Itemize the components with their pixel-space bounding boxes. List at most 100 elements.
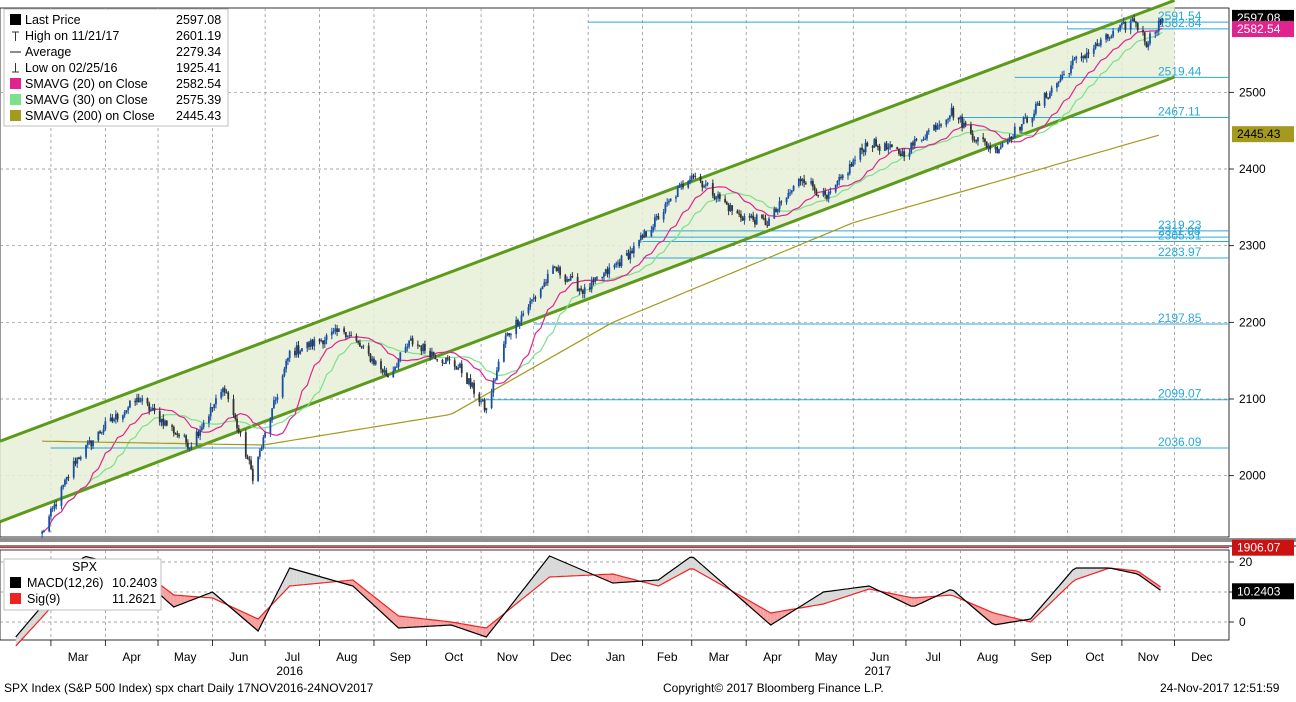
candle-body	[639, 235, 642, 241]
fib-label: 2305.51	[1158, 228, 1202, 242]
candle-body	[750, 215, 753, 218]
candle-body	[1038, 103, 1041, 106]
candle-body	[632, 246, 635, 254]
legend-entry: SMAVG (200) on Close 2445.43	[10, 109, 221, 123]
candle-body	[903, 151, 906, 157]
candle-body	[90, 440, 93, 447]
candle-body	[725, 202, 728, 205]
macd-diff-fill	[988, 610, 992, 624]
candle-body	[840, 176, 842, 179]
candle-body	[74, 461, 77, 464]
macd-diff-fill	[282, 575, 287, 594]
candle-body	[1012, 137, 1014, 140]
macd-diff-fill	[321, 577, 325, 583]
x-tick-label: Apr	[122, 650, 141, 664]
candle-body	[308, 342, 310, 347]
candle-body	[441, 359, 444, 363]
x-tick-label: Dec	[1191, 650, 1212, 664]
candle-body	[1020, 124, 1023, 131]
candle-body	[875, 139, 878, 147]
candle-body	[72, 461, 75, 478]
candle-body	[1156, 31, 1158, 33]
candle-body	[190, 446, 193, 448]
candle-body	[504, 335, 507, 345]
macd-diff-fill	[1083, 568, 1087, 577]
candle-body	[581, 290, 584, 294]
candle-body	[453, 360, 456, 368]
candle-body	[715, 198, 718, 200]
candle-body	[380, 361, 382, 370]
candle-body	[594, 277, 597, 282]
candle-body	[42, 531, 45, 533]
macd-diff-fill	[1037, 606, 1042, 616]
candle-body	[420, 346, 423, 352]
candle-body	[518, 321, 521, 326]
candle-body	[971, 133, 974, 140]
x-tick-label: Jan	[606, 650, 625, 664]
candle-body	[1045, 92, 1048, 98]
x-tick-label: Apr	[763, 650, 782, 664]
fib-label: 2467.11	[1158, 105, 1201, 119]
candle-body	[520, 315, 523, 322]
candle-body	[961, 116, 964, 128]
candle-body	[652, 226, 655, 231]
candle-body	[901, 151, 904, 157]
candle-body	[615, 263, 618, 266]
macd-diff-fill	[426, 619, 431, 627]
candle-body	[197, 431, 200, 436]
legend-value: 2445.43	[176, 109, 221, 123]
candle-body	[908, 152, 911, 157]
legend-entry: Average 2279.34	[10, 45, 221, 59]
candle-body	[330, 331, 333, 336]
price-tag	[1232, 126, 1294, 143]
candle-body	[915, 139, 918, 141]
macd-diff-fill	[314, 575, 318, 584]
main-legend: Last Price 2597.08 High on 11/21/17 2601.19…	[3, 8, 229, 127]
macd-diff-fill	[682, 559, 687, 573]
macd-diff-fill	[258, 615, 262, 631]
macd-diff-fill	[911, 597, 915, 607]
candle-body	[67, 476, 70, 478]
candle-body	[1061, 74, 1064, 79]
candle-body	[810, 181, 813, 184]
candle-body	[987, 145, 990, 148]
candle-body	[694, 176, 697, 178]
candle-body	[116, 413, 119, 420]
x-tick-label: Oct	[445, 650, 464, 664]
macd-diff-fill	[612, 574, 617, 583]
candle-body	[878, 146, 881, 151]
y-tick-label: 2500	[1239, 85, 1266, 99]
candle-body	[754, 219, 756, 225]
candle-body	[764, 218, 767, 226]
candle-body	[738, 213, 741, 215]
macd-diff-fill	[570, 565, 575, 576]
candle-body	[448, 359, 451, 361]
candle-body	[1105, 34, 1107, 40]
price-tag	[1232, 21, 1294, 38]
candle-body	[334, 328, 337, 332]
candle-body	[113, 419, 116, 422]
candle-body	[287, 358, 289, 361]
candle-body	[276, 397, 279, 400]
candle-body	[555, 267, 558, 272]
candle-body	[134, 400, 137, 403]
candle-body	[136, 397, 138, 403]
macd-diff-fill	[784, 610, 789, 617]
candle-body	[564, 275, 567, 282]
fib-label: 2311.08	[1158, 224, 1201, 238]
candle-body	[926, 131, 928, 139]
candle-body	[325, 335, 328, 341]
candle-body	[552, 266, 554, 274]
candle-body	[613, 265, 616, 268]
macd-diff-fill	[556, 559, 561, 577]
candle-body	[137, 397, 140, 402]
candle-body	[741, 217, 744, 221]
candle-body	[657, 216, 660, 220]
candle-body	[174, 433, 177, 435]
macd-diff-fill	[254, 617, 259, 631]
legend-value: 10.2403	[112, 576, 157, 590]
candle-body	[1087, 52, 1090, 54]
legend-entry: SMAVG (30) on Close 2575.39	[10, 93, 221, 107]
candle-body	[866, 142, 869, 147]
candle-body	[481, 399, 484, 402]
